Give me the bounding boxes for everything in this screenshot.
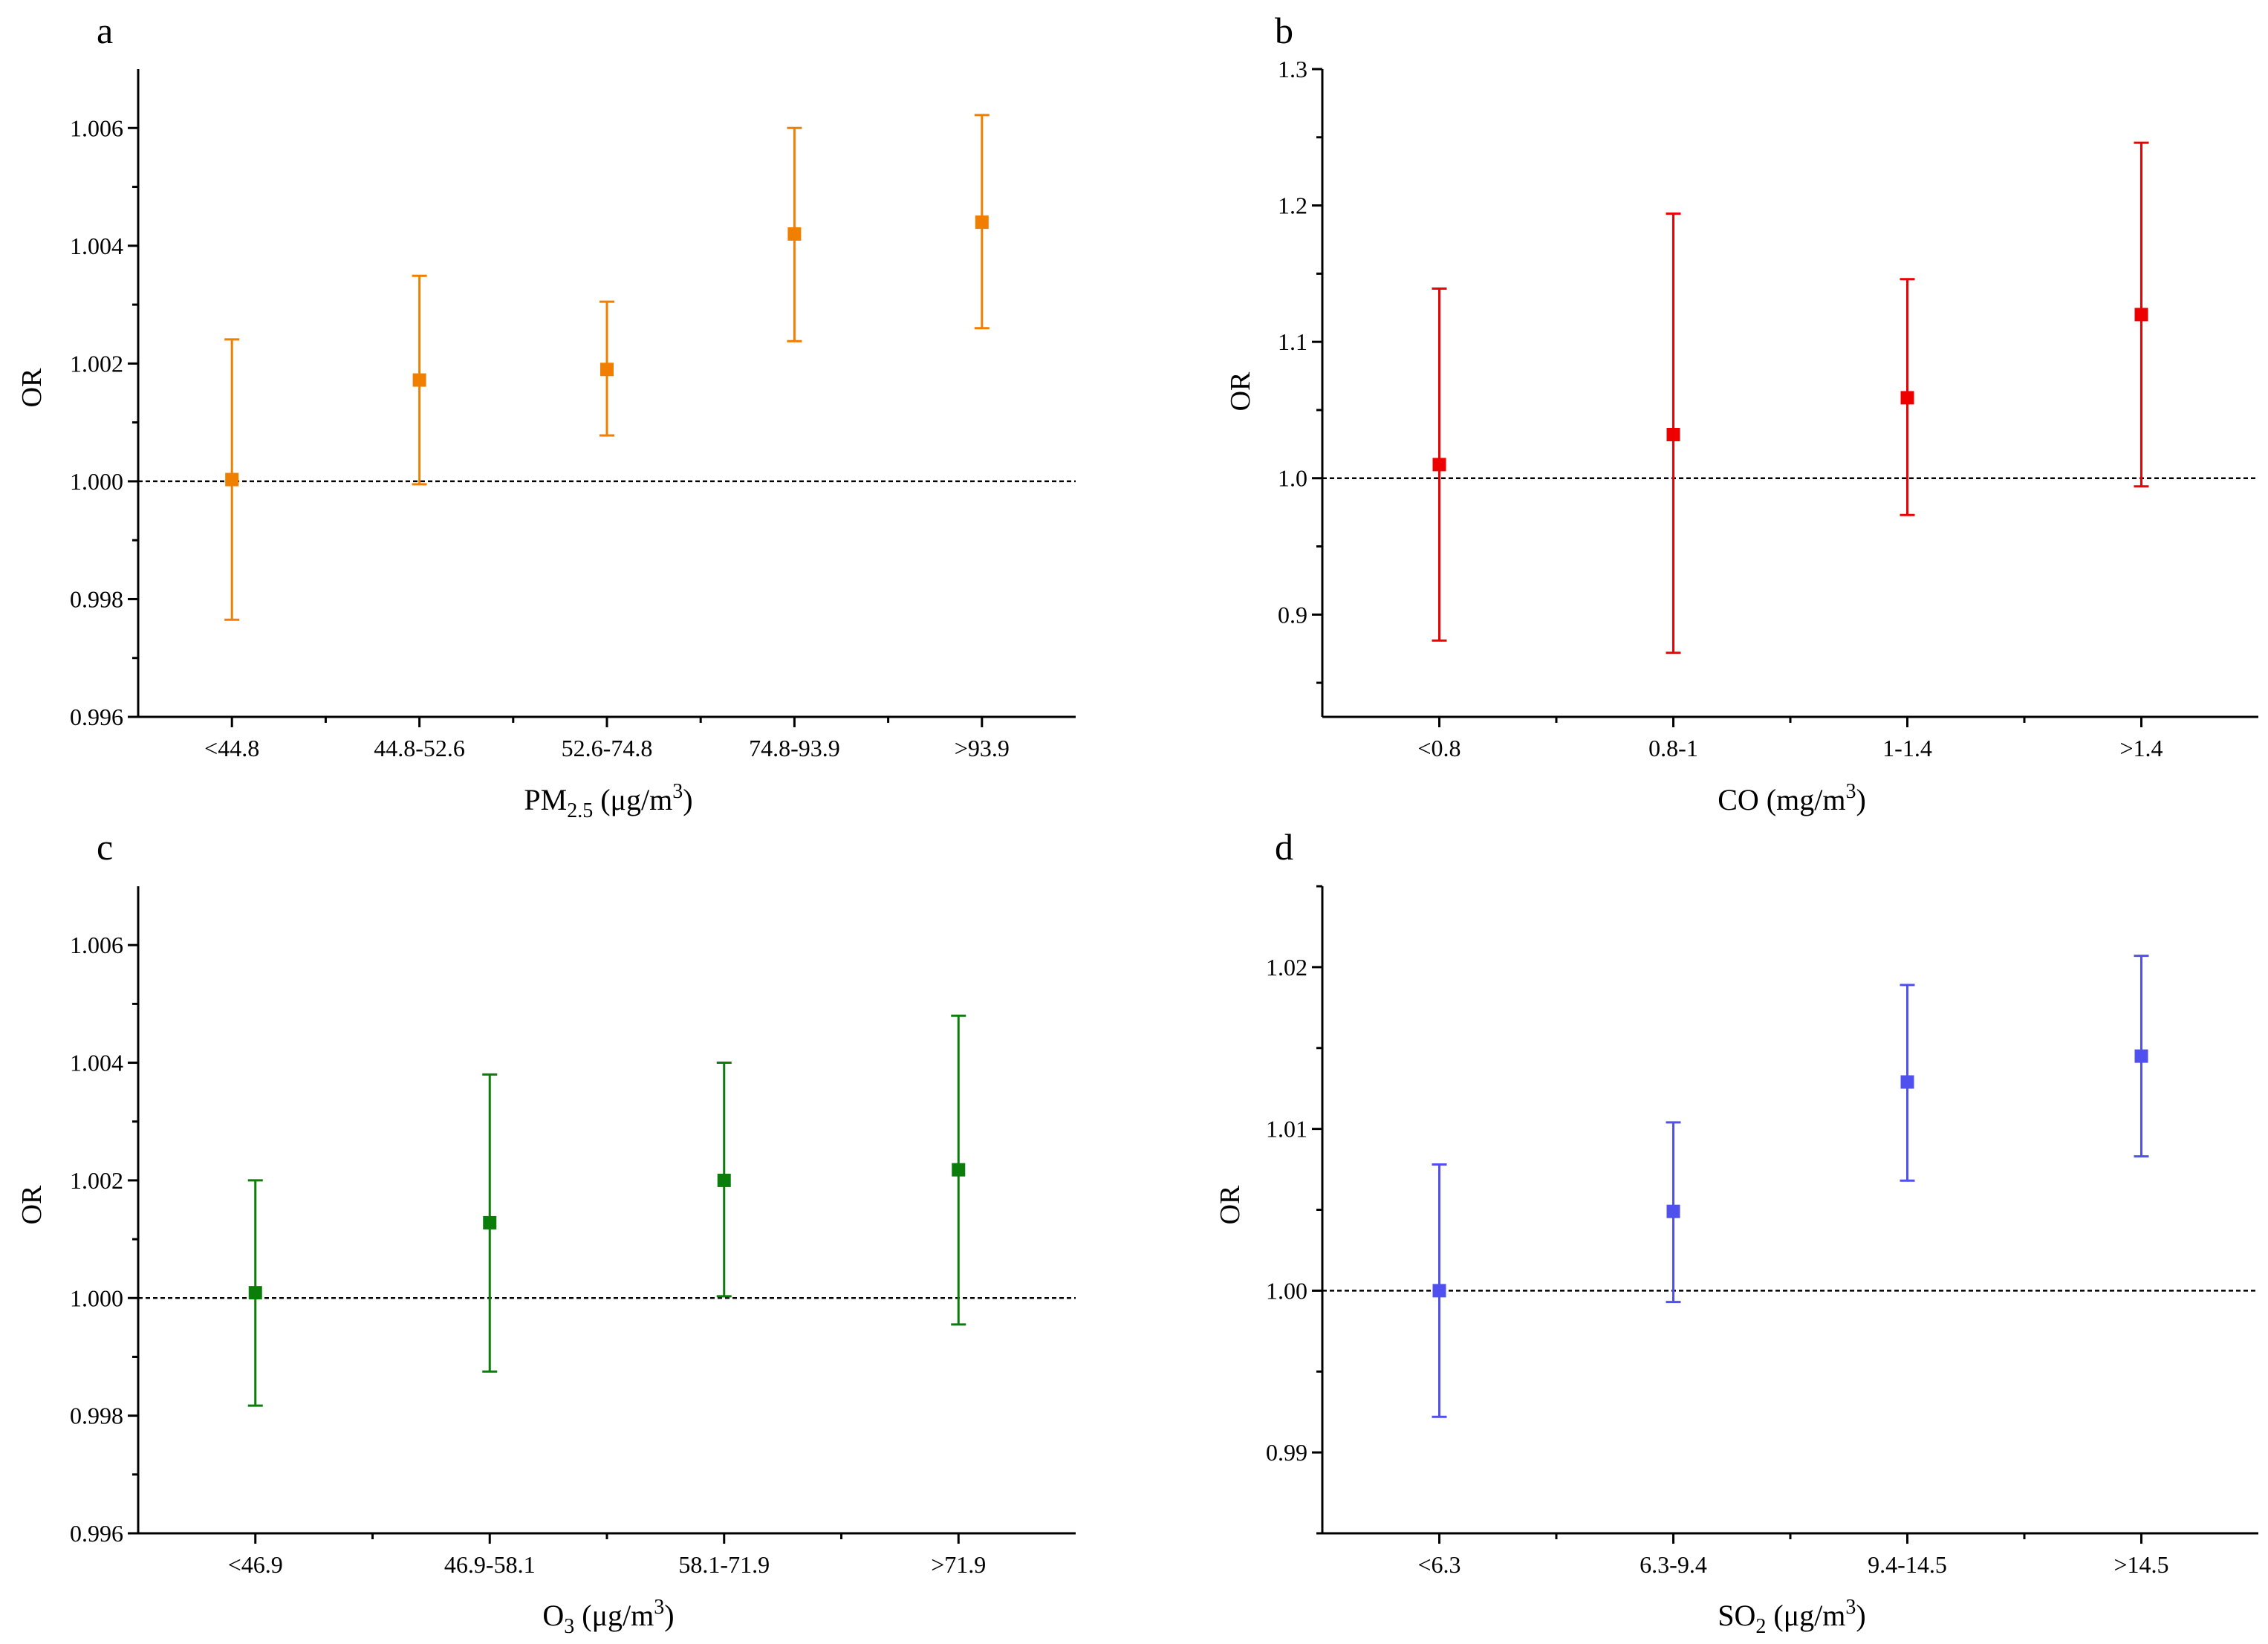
y-axis-label-d: OR [1215,1185,1246,1224]
panel-a: a OR PM2.5 (μg/m3) 0.996 0.998 1.000 1.002 1… [16,10,1076,822]
y-tick-label-a: 1.002 [70,350,123,377]
x-tick-label-c: >71.9 [931,1551,986,1578]
y-tick-label-c: 0.996 [70,1520,123,1547]
data-point-d [1432,1284,1446,1298]
data-point-c [952,1163,966,1177]
x-tick-label-c: 46.9-58.1 [444,1551,536,1578]
data-point-c [717,1173,731,1187]
y-axis-label-c: OR [16,1185,48,1224]
x-tick-label-d: >14.5 [2113,1551,2168,1578]
data-point-a [787,227,802,241]
data-point-c [483,1215,497,1229]
x-tick-label-a: <44.8 [204,735,259,761]
y-tick-label-c: 0.998 [70,1403,123,1429]
x-tick-label-c: <46.9 [228,1551,283,1578]
x-axis-title-a: PM2.5 (μg/m3) [524,780,692,822]
y-tick-label-d: 0.99 [1266,1439,1307,1466]
y-tick-label-b: 0.9 [1278,601,1307,628]
data-point-a [412,373,426,387]
x-tick-label-b: 1-1.4 [1882,735,1932,761]
x-axis-title-b: CO (mg/m3) [1718,780,1866,816]
panel-d: d OR SO2 (μg/m3) 0.99 1.00 1.01 1.02 <6.3 6.3… [1215,826,2258,1638]
y-tick-label-c: 1.000 [70,1284,123,1311]
x-tick-label-d: 6.3-9.4 [1640,1551,1707,1578]
y-tick-label-c: 1.002 [70,1167,123,1194]
data-point-c [248,1286,262,1300]
y-tick-label-d: 1.01 [1266,1116,1307,1143]
panel-c: c OR O3 (μg/m3) 0.996 0.998 1.000 1.002 1.00… [16,826,1076,1638]
x-tick-label-a: 44.8-52.6 [374,735,465,761]
data-point-b [1432,458,1446,472]
data-point-b [2134,308,2148,322]
panel-letter-b: b [1275,10,1293,51]
y-axis-label-a: OR [16,368,48,407]
y-axis-label-b: OR [1225,371,1256,411]
x-tick-label-c: 58.1-71.9 [678,1551,770,1578]
x-axis-title-c: O3 (μg/m3) [542,1596,674,1638]
y-tick-label-b: 1.0 [1278,465,1307,492]
y-tick-label-a: 0.996 [70,704,123,730]
x-tick-label-b: 0.8-1 [1648,735,1698,761]
y-tick-label-a: 0.998 [70,585,123,612]
y-tick-label-a: 1.000 [70,468,123,495]
panel-b: b OR CO (mg/m3) 0.9 1.0 1.1 1.2 1.3 <0.8 0.8-1… [1225,10,2258,816]
x-tick-label-b: >1.4 [2119,735,2163,761]
panel-letter-a: a [97,10,113,51]
y-tick-label-d: 1.02 [1266,954,1307,981]
y-tick-label-c: 1.004 [70,1050,123,1076]
y-tick-label-b: 1.1 [1278,328,1307,355]
x-tick-label-b: <0.8 [1417,735,1460,761]
y-tick-label-a: 1.004 [70,233,123,259]
x-tick-label-d: <6.3 [1417,1551,1460,1578]
data-point-a [225,472,239,487]
y-tick-label-b: 1.3 [1278,56,1307,82]
y-tick-label-c: 1.006 [70,932,123,958]
panel-letter-d: d [1275,826,1293,868]
panel-letter-c: c [97,826,113,868]
data-point-b [1900,391,1914,405]
x-tick-label-d: 9.4-14.5 [1868,1551,1947,1578]
data-point-d [2134,1049,2148,1063]
x-tick-label-a: >93.9 [955,735,1010,761]
data-point-a [975,215,989,230]
x-axis-title-d: SO2 (μg/m3) [1718,1596,1865,1638]
data-point-d [1900,1075,1914,1089]
data-point-d [1666,1204,1680,1218]
data-point-a [600,363,614,377]
y-tick-label-b: 1.2 [1278,192,1307,219]
x-tick-label-a: 74.8-93.9 [749,735,840,761]
x-tick-label-a: 52.6-74.8 [562,735,653,761]
data-point-b [1666,427,1680,441]
y-tick-label-d: 1.00 [1266,1277,1307,1304]
y-tick-label-a: 1.006 [70,114,123,141]
